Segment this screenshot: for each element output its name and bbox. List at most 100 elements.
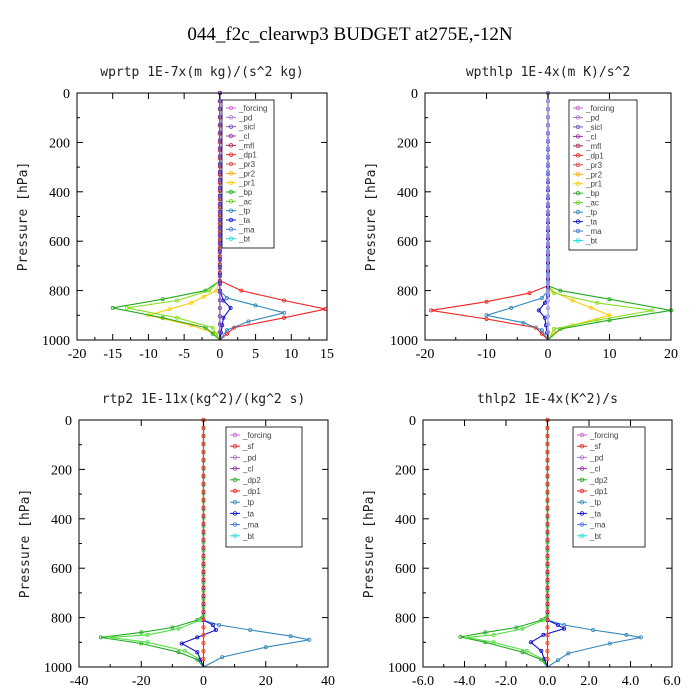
panel-title: thlp2 1E-4x(K^2)/s bbox=[477, 392, 618, 407]
marker bbox=[110, 305, 115, 310]
marker bbox=[545, 521, 550, 526]
marker bbox=[546, 154, 551, 159]
legend-label: _ta bbox=[242, 509, 255, 518]
marker bbox=[201, 617, 206, 622]
marker bbox=[288, 634, 293, 639]
marker bbox=[546, 186, 551, 191]
marker bbox=[638, 635, 643, 640]
marker bbox=[589, 305, 594, 310]
marker bbox=[546, 202, 551, 207]
legend-label: _cl bbox=[238, 132, 249, 141]
marker bbox=[201, 529, 206, 534]
marker bbox=[217, 122, 222, 127]
marker bbox=[221, 315, 226, 320]
legend: _forcing_pd_sicl_cl_mfl_dp1_pr3_pr2_pr1_… bbox=[568, 99, 638, 251]
marker bbox=[217, 186, 222, 191]
marker bbox=[217, 218, 222, 223]
legend-marker bbox=[228, 208, 234, 213]
series-line-tp bbox=[486, 93, 549, 341]
marker bbox=[217, 258, 222, 263]
marker bbox=[239, 288, 244, 293]
marker bbox=[607, 641, 612, 646]
marker bbox=[201, 449, 206, 454]
marker bbox=[545, 529, 550, 534]
chart-panel-1: wprtp 1E-7x(m kg)/(s^2 kg) Pressure [hPa]… bbox=[16, 65, 334, 362]
marker bbox=[201, 489, 206, 494]
marker bbox=[545, 553, 550, 558]
marker bbox=[179, 641, 184, 646]
panels: wprtp 1E-7x(m kg)/(s^2 kg) Pressure [hPa]… bbox=[16, 65, 681, 689]
marker bbox=[201, 585, 206, 590]
marker bbox=[545, 625, 550, 630]
marker bbox=[217, 298, 222, 303]
series-line-dp1 bbox=[110, 420, 205, 668]
x-tick-label: -10 bbox=[139, 347, 158, 362]
marker bbox=[307, 637, 312, 642]
marker bbox=[201, 569, 206, 574]
legend-box bbox=[572, 426, 646, 548]
marker bbox=[539, 648, 544, 653]
marker bbox=[160, 297, 165, 302]
marker bbox=[555, 658, 560, 663]
series-line-ta bbox=[180, 420, 217, 668]
y-tick-label: 0 bbox=[411, 87, 418, 102]
legend-label: _forcing bbox=[242, 431, 271, 440]
legend-marker bbox=[228, 236, 234, 241]
legend-label: _dp2 bbox=[589, 476, 608, 485]
marker bbox=[545, 473, 550, 478]
x-tick-label: 0 bbox=[545, 347, 552, 362]
series-markers-dp1 bbox=[429, 91, 551, 336]
series-markers-sicl bbox=[546, 91, 551, 334]
marker bbox=[545, 545, 550, 550]
marker bbox=[217, 242, 222, 247]
x-tick-label: -2.0 bbox=[495, 674, 517, 689]
marker bbox=[536, 308, 541, 313]
marker bbox=[214, 331, 219, 336]
legend-marker bbox=[228, 171, 234, 176]
marker bbox=[545, 489, 550, 494]
marker bbox=[545, 425, 550, 430]
marker bbox=[552, 291, 557, 296]
marker bbox=[546, 282, 551, 287]
marker bbox=[217, 162, 222, 167]
legend-box bbox=[568, 99, 638, 251]
marker bbox=[201, 433, 206, 438]
y-tick-label: 800 bbox=[51, 612, 72, 627]
marker bbox=[591, 628, 596, 633]
legend-marker bbox=[228, 124, 234, 129]
legend-label: _ta bbox=[589, 509, 602, 518]
legend-marker bbox=[232, 444, 238, 449]
legend-marker bbox=[575, 200, 581, 205]
marker bbox=[546, 250, 551, 255]
series-markers-forcing bbox=[201, 417, 206, 662]
chart-panel-4: thlp2 1E-4x(K^2)/s Pressure [hPa] -6.0 -4.0… bbox=[362, 392, 681, 689]
y-tick-label: 200 bbox=[395, 463, 416, 478]
marker bbox=[217, 178, 222, 183]
chart-panel-3: rtp2 1E-11x(kg^2)/(kg^2 s) Pressure [hPa]… bbox=[18, 392, 335, 689]
marker bbox=[545, 649, 550, 654]
marker bbox=[545, 577, 550, 582]
marker bbox=[217, 282, 222, 287]
marker bbox=[217, 130, 222, 135]
marker bbox=[545, 609, 550, 614]
marker bbox=[546, 322, 551, 327]
y-tick-label: 0 bbox=[409, 414, 416, 429]
marker bbox=[210, 325, 215, 330]
marker bbox=[545, 657, 550, 662]
marker bbox=[201, 505, 206, 510]
marker bbox=[533, 325, 538, 330]
marker bbox=[217, 226, 222, 231]
marker bbox=[201, 481, 206, 486]
series-line-dp1 bbox=[219, 93, 326, 341]
legend-marker bbox=[228, 199, 234, 204]
legend-marker bbox=[232, 432, 238, 438]
marker bbox=[520, 650, 525, 655]
y-tick-label: 800 bbox=[395, 612, 416, 627]
marker bbox=[464, 635, 469, 640]
legend-marker bbox=[575, 219, 581, 224]
marker bbox=[562, 623, 567, 628]
legend-marker bbox=[575, 162, 581, 167]
marker bbox=[246, 319, 251, 324]
legend-label: _sf bbox=[589, 442, 601, 451]
marker bbox=[546, 170, 551, 175]
